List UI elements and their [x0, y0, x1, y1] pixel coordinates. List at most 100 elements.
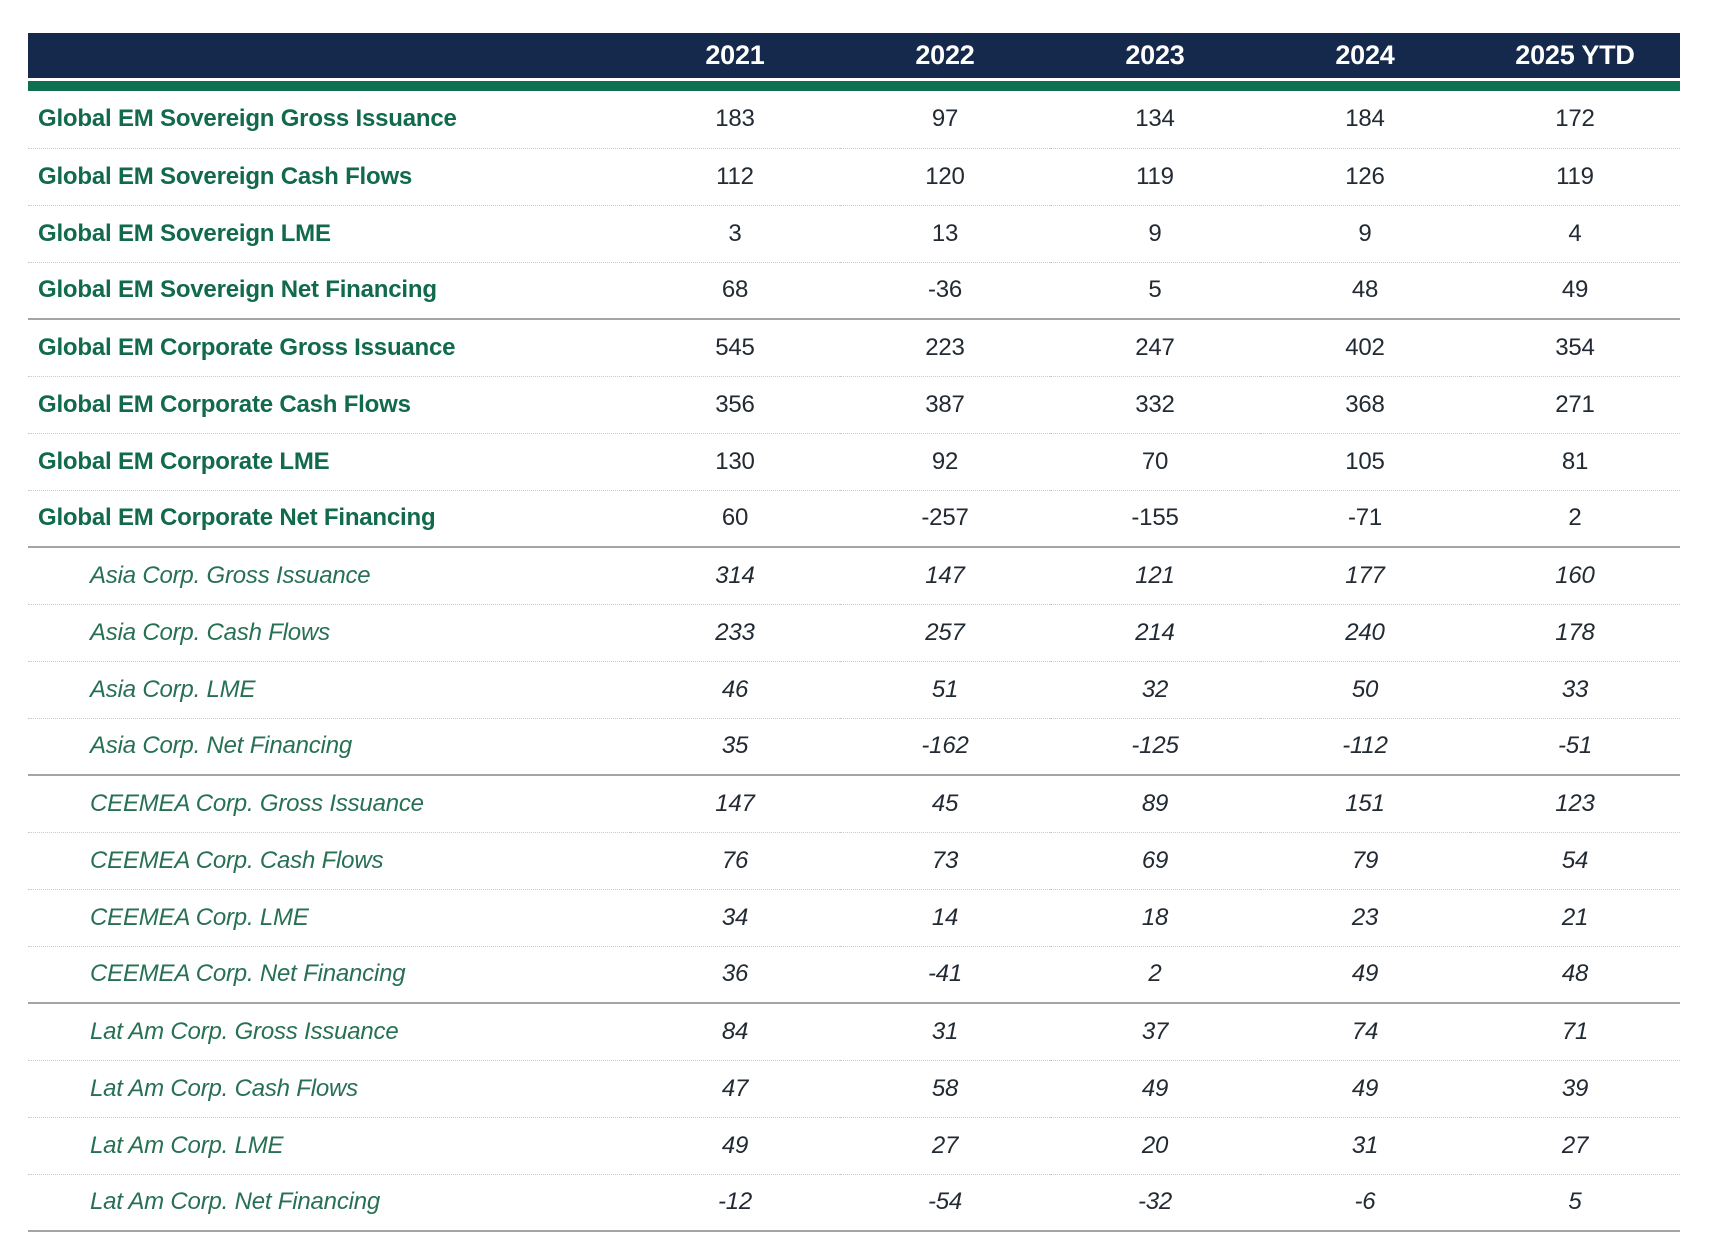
- value-cell: 354: [1470, 319, 1680, 377]
- header-year-2021: 2021: [630, 33, 840, 78]
- value-cell: -71: [1260, 490, 1470, 548]
- value-cell: 27: [840, 1117, 1050, 1175]
- value-cell: -32: [1050, 1174, 1260, 1232]
- table-row: CEEMEA Corp. Gross Issuance 147 45 89 15…: [28, 775, 1680, 833]
- value-cell: 257: [840, 604, 1050, 662]
- row-label: CEEMEA Corp. Gross Issuance: [28, 775, 630, 833]
- row-label: Asia Corp. Gross Issuance: [28, 547, 630, 605]
- value-cell: 47: [630, 1060, 840, 1118]
- value-cell: 35: [630, 718, 840, 776]
- table-row: Asia Corp. Gross Issuance 314 147 121 17…: [28, 547, 1680, 605]
- value-cell: 9: [1050, 205, 1260, 263]
- value-cell: -125: [1050, 718, 1260, 776]
- table-row: Global EM Sovereign Cash Flows 112 120 1…: [28, 148, 1680, 206]
- table-row: Global EM Sovereign LME 3 13 9 9 4: [28, 205, 1680, 263]
- row-label: Lat Am Corp. Net Financing: [28, 1174, 630, 1232]
- table-body: Global EM Sovereign Gross Issuance 183 9…: [28, 91, 1680, 1232]
- value-cell: 92: [840, 433, 1050, 491]
- value-cell: 5: [1470, 1174, 1680, 1232]
- value-cell: 545: [630, 319, 840, 377]
- value-cell: 33: [1470, 661, 1680, 719]
- value-cell: 2: [1050, 946, 1260, 1004]
- value-cell: 36: [630, 946, 840, 1004]
- row-label: Global EM Sovereign Net Financing: [28, 262, 630, 320]
- table-row: Global EM Corporate Cash Flows 356 387 3…: [28, 376, 1680, 434]
- value-cell: -12: [630, 1174, 840, 1232]
- value-cell: 37: [1050, 1003, 1260, 1061]
- value-cell: 18: [1050, 889, 1260, 947]
- value-cell: 172: [1470, 91, 1680, 149]
- value-cell: 332: [1050, 376, 1260, 434]
- header-year-2022: 2022: [840, 33, 1050, 78]
- row-label: Global EM Corporate Cash Flows: [28, 376, 630, 434]
- value-cell: 119: [1470, 148, 1680, 206]
- row-label: Global EM Sovereign LME: [28, 205, 630, 263]
- value-cell: 23: [1260, 889, 1470, 947]
- table-header-row: 2021 2022 2023 2024 2025 YTD: [28, 33, 1680, 78]
- row-label: Global EM Corporate Gross Issuance: [28, 319, 630, 377]
- value-cell: 387: [840, 376, 1050, 434]
- value-cell: 81: [1470, 433, 1680, 491]
- header-year-2023: 2023: [1050, 33, 1260, 78]
- value-cell: 49: [630, 1117, 840, 1175]
- table-row: Asia Corp. Cash Flows 233 257 214 240 17…: [28, 604, 1680, 662]
- value-cell: 34: [630, 889, 840, 947]
- value-cell: 71: [1470, 1003, 1680, 1061]
- value-cell: 119: [1050, 148, 1260, 206]
- value-cell: 314: [630, 547, 840, 605]
- value-cell: 105: [1260, 433, 1470, 491]
- value-cell: -112: [1260, 718, 1470, 776]
- row-label: Asia Corp. LME: [28, 661, 630, 719]
- green-accent-bar: [28, 78, 1680, 91]
- value-cell: 147: [630, 775, 840, 833]
- value-cell: 50: [1260, 661, 1470, 719]
- table-row: Lat Am Corp. Gross Issuance 84 31 37 74 …: [28, 1003, 1680, 1061]
- value-cell: 2: [1470, 490, 1680, 548]
- value-cell: 21: [1470, 889, 1680, 947]
- value-cell: 402: [1260, 319, 1470, 377]
- value-cell: -54: [840, 1174, 1050, 1232]
- value-cell: 5: [1050, 262, 1260, 320]
- value-cell: 223: [840, 319, 1050, 377]
- value-cell: 14: [840, 889, 1050, 947]
- table-row: CEEMEA Corp. LME 34 14 18 23 21: [28, 889, 1680, 947]
- value-cell: 214: [1050, 604, 1260, 662]
- header-empty-cell: [28, 33, 630, 78]
- value-cell: 134: [1050, 91, 1260, 149]
- value-cell: 74: [1260, 1003, 1470, 1061]
- value-cell: 45: [840, 775, 1050, 833]
- value-cell: 49: [1470, 262, 1680, 320]
- row-label: Asia Corp. Net Financing: [28, 718, 630, 776]
- row-label: CEEMEA Corp. LME: [28, 889, 630, 947]
- value-cell: 58: [840, 1060, 1050, 1118]
- value-cell: 76: [630, 832, 840, 890]
- table-row: Lat Am Corp. LME 49 27 20 31 27: [28, 1117, 1680, 1175]
- value-cell: 84: [630, 1003, 840, 1061]
- table-row: Lat Am Corp. Net Financing -12 -54 -32 -…: [28, 1174, 1680, 1232]
- value-cell: -36: [840, 262, 1050, 320]
- row-label: Lat Am Corp. Cash Flows: [28, 1060, 630, 1118]
- row-label: CEEMEA Corp. Net Financing: [28, 946, 630, 1004]
- value-cell: 121: [1050, 547, 1260, 605]
- value-cell: 9: [1260, 205, 1470, 263]
- value-cell: 51: [840, 661, 1050, 719]
- value-cell: 31: [840, 1003, 1050, 1061]
- value-cell: 46: [630, 661, 840, 719]
- value-cell: 112: [630, 148, 840, 206]
- value-cell: 31: [1260, 1117, 1470, 1175]
- value-cell: 356: [630, 376, 840, 434]
- table-row: Global EM Sovereign Gross Issuance 183 9…: [28, 91, 1680, 149]
- value-cell: 49: [1260, 946, 1470, 1004]
- value-cell: 368: [1260, 376, 1470, 434]
- value-cell: -41: [840, 946, 1050, 1004]
- row-label: CEEMEA Corp. Cash Flows: [28, 832, 630, 890]
- table-row: Global EM Corporate Net Financing 60 -25…: [28, 490, 1680, 548]
- value-cell: 160: [1470, 547, 1680, 605]
- value-cell: 54: [1470, 832, 1680, 890]
- value-cell: 240: [1260, 604, 1470, 662]
- value-cell: -155: [1050, 490, 1260, 548]
- row-label: Asia Corp. Cash Flows: [28, 604, 630, 662]
- row-label: Lat Am Corp. Gross Issuance: [28, 1003, 630, 1061]
- value-cell: 69: [1050, 832, 1260, 890]
